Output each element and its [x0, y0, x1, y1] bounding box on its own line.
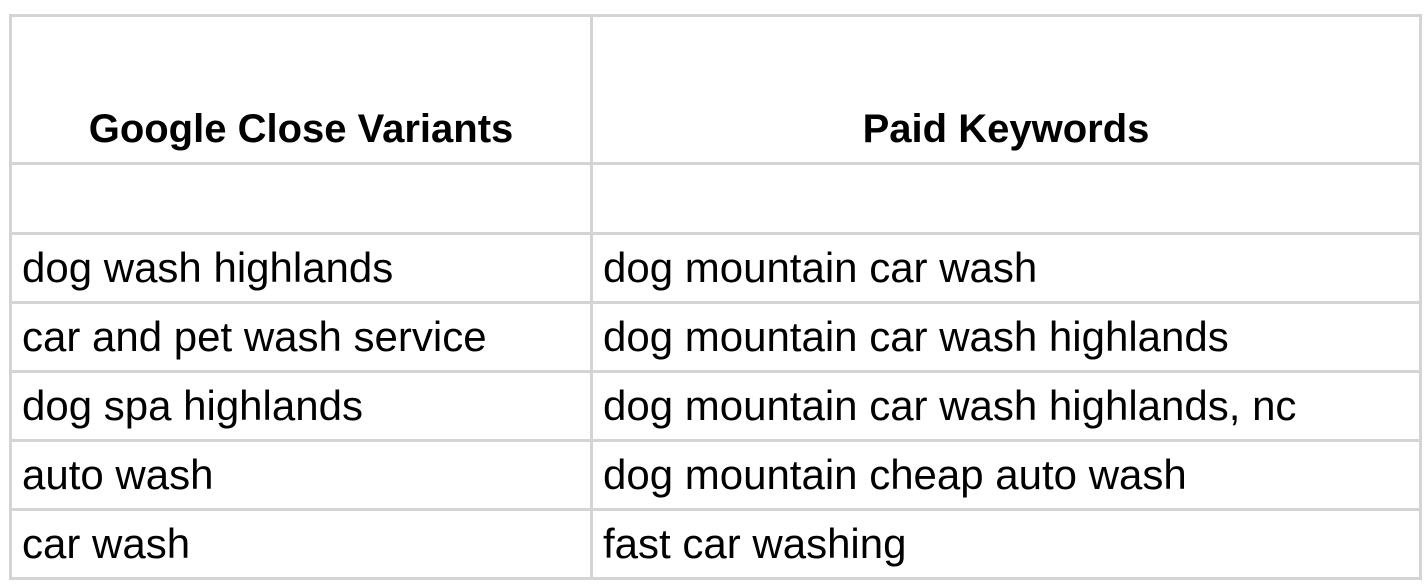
table-row: auto wash dog mountain cheap auto wash — [9, 439, 1422, 511]
table-row: car wash fast car washing — [9, 508, 1422, 580]
empty-row — [9, 162, 1422, 235]
keyword-table: Google Close Variants Paid Keywords dog … — [9, 14, 1422, 580]
paid-keyword-cell: dog mountain car wash highlands, nc — [590, 370, 1422, 442]
paid-keyword-cell: fast car washing — [590, 508, 1422, 580]
close-variant-cell: car and pet wash service — [9, 301, 593, 373]
paid-keyword-cell: dog mountain car wash — [590, 232, 1422, 304]
close-variant-cell: auto wash — [9, 439, 593, 511]
close-variant-cell: dog spa highlands — [9, 370, 593, 442]
empty-cell — [9, 162, 593, 235]
paid-keyword-cell: dog mountain car wash highlands — [590, 301, 1422, 373]
header-paid-keywords: Paid Keywords — [590, 14, 1422, 165]
table-row: dog wash highlands dog mountain car wash — [9, 232, 1422, 304]
close-variant-cell: car wash — [9, 508, 593, 580]
header-google-close-variants: Google Close Variants — [9, 14, 593, 165]
close-variant-cell: dog wash highlands — [9, 232, 593, 304]
paid-keyword-cell: dog mountain cheap auto wash — [590, 439, 1422, 511]
empty-cell — [590, 162, 1422, 235]
header-row: Google Close Variants Paid Keywords — [9, 14, 1422, 165]
table-row: car and pet wash service dog mountain ca… — [9, 301, 1422, 373]
table-row: dog spa highlands dog mountain car wash … — [9, 370, 1422, 442]
